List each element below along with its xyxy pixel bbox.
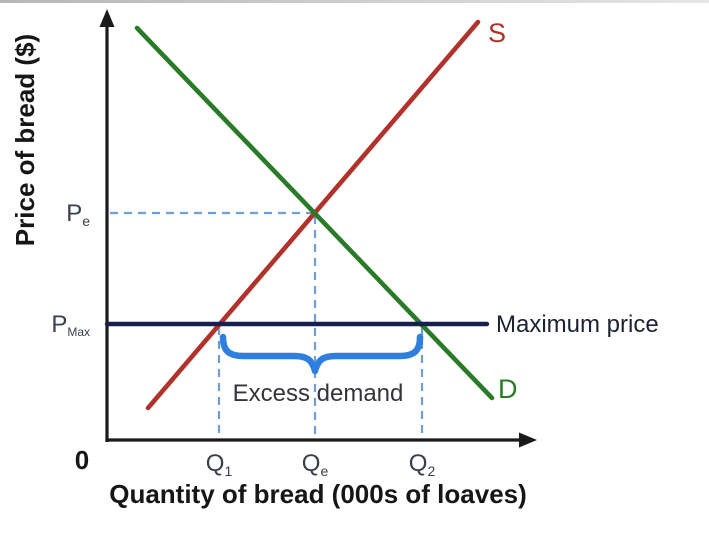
excess-demand-label: Excess demand — [233, 380, 404, 407]
top-divider — [0, 0, 709, 3]
demand-curve — [134, 25, 495, 401]
q2-tick-label: Q2 — [409, 450, 436, 479]
q1-tick-label: Q1 — [206, 450, 233, 479]
pe-tick-label: Pe — [66, 200, 90, 229]
supply-curve — [145, 19, 481, 411]
supply-label: S — [488, 18, 506, 48]
max-price-label: Maximum price — [496, 311, 659, 338]
x-axis-arrowhead — [519, 432, 537, 448]
y-axis-arrowhead — [99, 9, 115, 27]
y-axis-title: Price of bread ($) — [10, 34, 40, 246]
demand-label: D — [498, 374, 518, 404]
origin-label: 0 — [75, 445, 89, 475]
excess-demand-brace — [219, 333, 424, 375]
x-axis-title: Quantity of bread (000s of loaves) — [109, 479, 527, 509]
pmax-tick-label: PMax — [51, 311, 90, 339]
qe-tick-label: Qe — [302, 450, 329, 479]
